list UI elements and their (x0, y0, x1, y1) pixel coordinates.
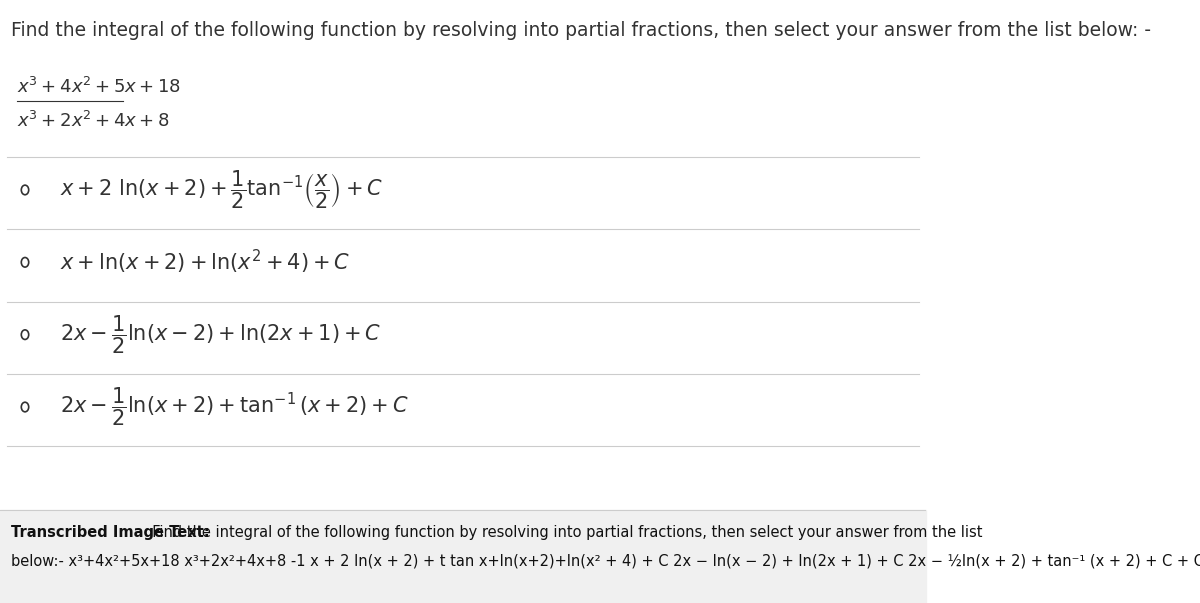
Text: $2x - \dfrac{1}{2}\ln(x + 2) + \tan^{-1}(x + 2) + C$: $2x - \dfrac{1}{2}\ln(x + 2) + \tan^{-1}… (60, 386, 409, 428)
Text: $x^3+2x^2+4x+8$: $x^3+2x^2+4x+8$ (17, 110, 169, 131)
Text: $x + 2\ \ln(x + 2) + \dfrac{1}{2}\tan^{-1}\!\left(\dfrac{x}{2}\right) + C$: $x + 2\ \ln(x + 2) + \dfrac{1}{2}\tan^{-… (60, 169, 384, 211)
Text: $x + \ln(x + 2) + \ln(x^2 + 4) + C$: $x + \ln(x + 2) + \ln(x^2 + 4) + C$ (60, 248, 350, 276)
Text: $2x - \dfrac{1}{2}\ln(x - 2) + \ln(2x + 1) + C$: $2x - \dfrac{1}{2}\ln(x - 2) + \ln(2x + … (60, 314, 382, 356)
Bar (0, 510, 926, 603)
Text: Find the integral of the following function by resolving into partial fractions,: Find the integral of the following funct… (11, 21, 1151, 40)
Text: Find the integral of the following function by resolving into partial fractions,: Find the integral of the following funct… (143, 525, 983, 540)
Text: below:- x³+4x²+5x+18 x³+2x²+4x+8 -1 x + 2 ln(x + 2) + t tan x+ln(x+2)+ln(x² + 4): below:- x³+4x²+5x+18 x³+2x²+4x+8 -1 x + … (11, 554, 1200, 568)
Text: Transcribed Image Text:: Transcribed Image Text: (11, 525, 210, 540)
Text: $x^3+4x^2+5x+18$: $x^3+4x^2+5x+18$ (17, 77, 181, 98)
